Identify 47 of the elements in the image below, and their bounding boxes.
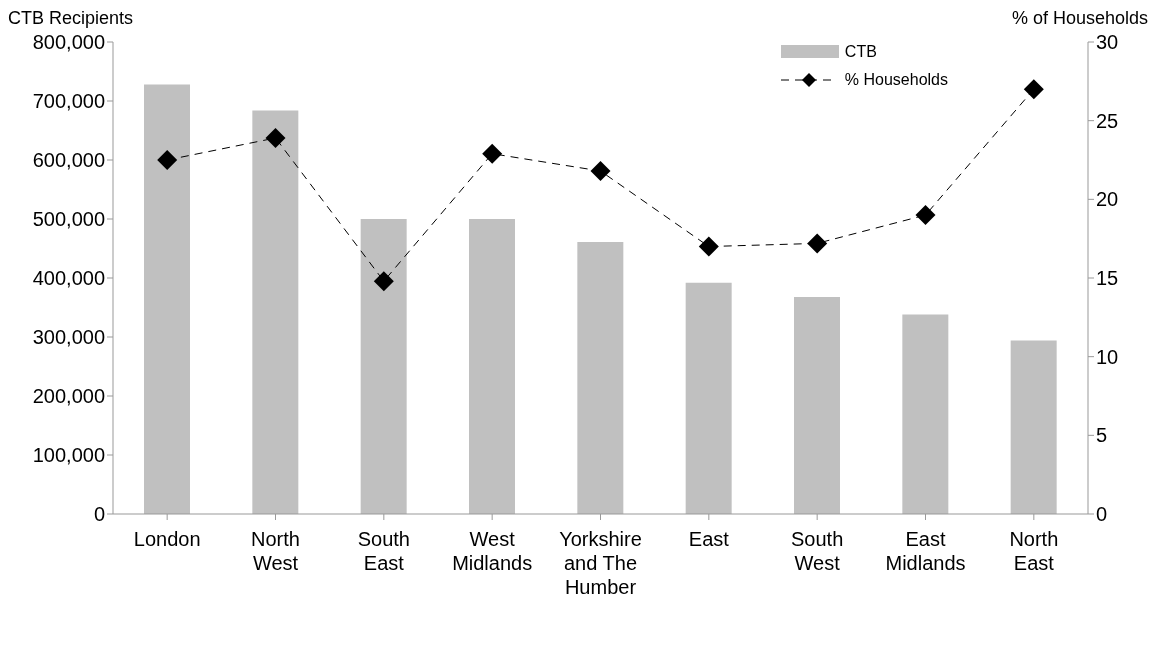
x-tick-label: East Midlands [885, 528, 966, 574]
x-tick-label: North East [1009, 528, 1059, 574]
y-tick-label: 400,000 [32, 267, 105, 290]
point [807, 233, 828, 254]
y-tick-label: 200,000 [32, 385, 105, 408]
y-axis-title: CTB Recipients [8, 8, 134, 30]
bar [252, 110, 299, 514]
y2-tick-label: 30 [1096, 31, 1119, 54]
legend-label: CTB [844, 43, 877, 61]
y2-tick-label: 0 [1096, 503, 1108, 526]
y-tick-label: 500,000 [32, 208, 105, 231]
y2-tick-label: 25 [1096, 109, 1119, 132]
x-tick-label: Yorkshire and The Humber [559, 528, 642, 598]
y-tick-label: 100,000 [32, 444, 105, 467]
y2-tick-label: 20 [1096, 188, 1119, 211]
legend-label: % Households [844, 71, 948, 89]
x-tick-label: North West [251, 528, 300, 574]
point [590, 161, 611, 182]
x-tick-label: London [133, 528, 201, 550]
x-tick-label: West Midlands [452, 528, 533, 574]
bar [902, 314, 949, 514]
y-tick-label: 0 [93, 503, 105, 526]
y2-axis-title: % of Households [1011, 8, 1148, 30]
point [157, 150, 178, 170]
point [265, 127, 286, 148]
bar [144, 84, 190, 514]
bar [794, 296, 840, 514]
point [482, 143, 503, 164]
x-tick-label: South West [791, 528, 844, 574]
bar [360, 219, 407, 514]
y-tick-label: 800,000 [32, 31, 105, 54]
y-tick-label: 300,000 [32, 326, 105, 349]
y2-tick-label: 10 [1096, 345, 1119, 368]
y-tick-label: 700,000 [32, 90, 105, 113]
x-tick-label: South East [357, 528, 410, 574]
point [915, 205, 936, 226]
point [373, 271, 394, 292]
bar [469, 219, 515, 514]
y-tick-label: 600,000 [32, 149, 105, 172]
bar [577, 242, 624, 514]
x-tick-label: East [688, 528, 730, 550]
y2-tick-label: 15 [1096, 267, 1119, 290]
y2-tick-label: 5 [1096, 424, 1108, 447]
bar [685, 282, 732, 514]
point [698, 236, 719, 257]
point [1023, 79, 1044, 100]
bar [1010, 340, 1057, 514]
